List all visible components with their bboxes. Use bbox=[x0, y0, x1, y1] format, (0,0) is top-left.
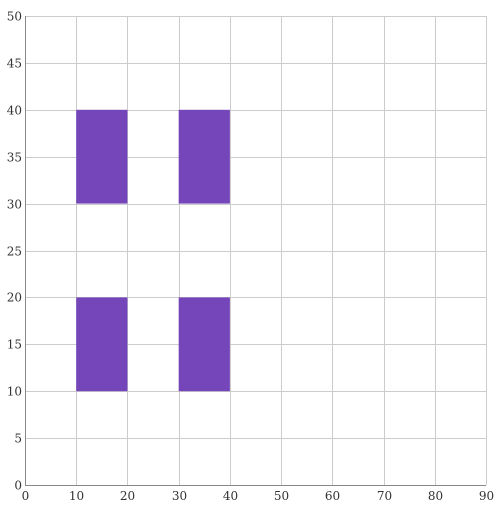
y-tick-label: 10 bbox=[7, 385, 22, 399]
y-tick-label: 15 bbox=[7, 338, 22, 352]
y-tick-label: 0 bbox=[14, 479, 22, 493]
y-tick-label: 5 bbox=[14, 432, 22, 446]
y-tick-label: 20 bbox=[7, 291, 22, 305]
y-tick-label: 50 bbox=[7, 10, 22, 24]
x-tick-label: 80 bbox=[428, 489, 443, 503]
bar-3 bbox=[76, 297, 128, 392]
y-tick-label: 40 bbox=[7, 104, 22, 118]
x-tick-label: 30 bbox=[172, 489, 187, 503]
x-tick-label: 10 bbox=[69, 489, 84, 503]
y-tick-label: 35 bbox=[7, 151, 22, 165]
tick-labels: 0 10 20 30 40 50 60 70 80 90 0 5 10 15 20 25 30 35 40 45 50 bbox=[7, 10, 494, 504]
x-tick-label: 0 bbox=[22, 489, 30, 503]
y-tick-label: 30 bbox=[7, 198, 22, 212]
x-tick-label: 90 bbox=[479, 489, 494, 503]
y-tick-label: 45 bbox=[7, 57, 22, 71]
x-tick-label: 70 bbox=[377, 489, 392, 503]
bars bbox=[76, 109, 230, 392]
bar-4 bbox=[178, 297, 230, 392]
x-tick-label: 50 bbox=[274, 489, 289, 503]
x-tick-label: 60 bbox=[325, 489, 340, 503]
y-tick-label: 25 bbox=[7, 245, 22, 259]
grid bbox=[25, 16, 487, 486]
x-tick-label: 40 bbox=[223, 489, 238, 503]
x-tick-label: 20 bbox=[120, 489, 135, 503]
bar-1 bbox=[76, 109, 128, 204]
axes bbox=[25, 16, 486, 486]
bar-2 bbox=[178, 109, 230, 204]
